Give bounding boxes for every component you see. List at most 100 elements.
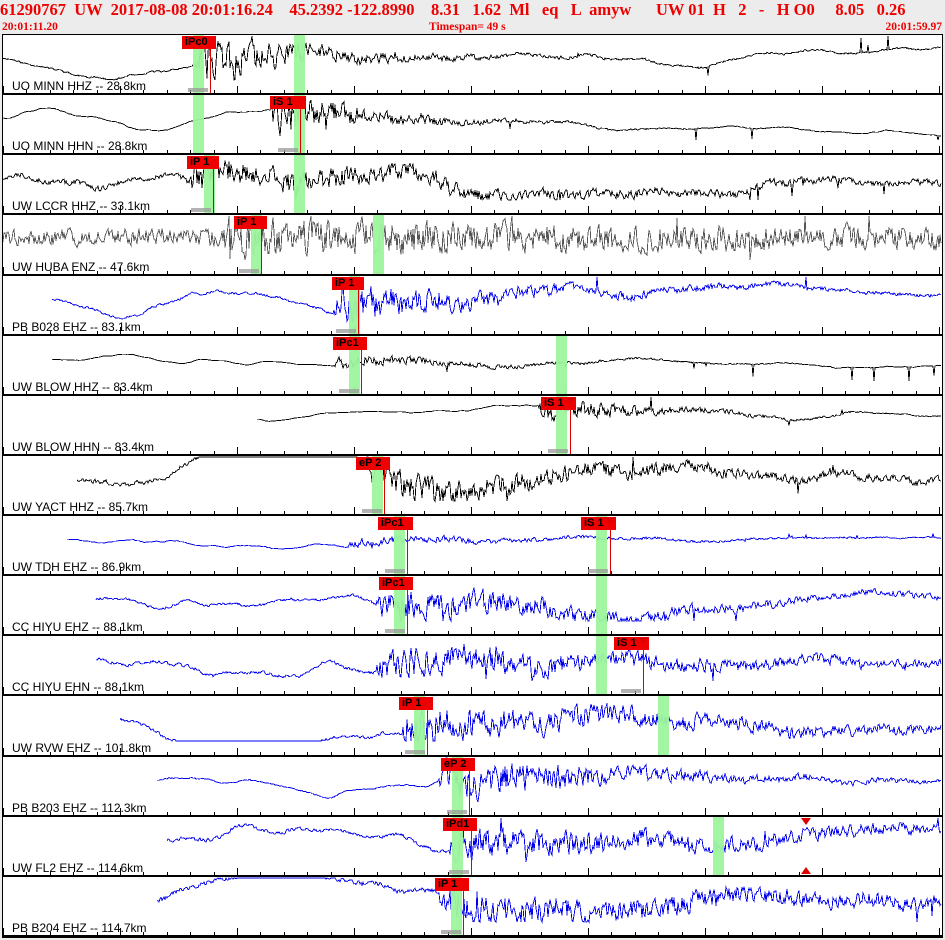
pick-uncertainty-band [596,576,607,635]
pick-uncertainty-band [713,816,724,875]
pick-uncertainty-band [556,395,567,454]
phase-pick-line[interactable] [358,276,359,334]
waveform-trace [3,159,942,202]
phase-pick-line[interactable] [261,216,262,274]
trace-row[interactable] [3,35,942,95]
phase-pick-label[interactable]: iPc1 [333,336,367,350]
trace-row[interactable] [3,336,942,396]
channel-label: UW FL2 EHZ -- 114.6km [12,860,144,875]
phase-pick-label[interactable]: iPc1 [378,517,413,531]
channel-label: UW YACT HHZ -- 85.7km [12,500,149,515]
phase-pick-line[interactable] [407,517,408,575]
trace-row[interactable] [3,396,942,456]
waveform-trace [66,532,942,550]
channel-label: UO MINN HHZ -- 28.8km [12,79,147,94]
pick-uncertainty-band [349,275,360,334]
waveform-trace [51,276,942,323]
phase-pick-line[interactable] [300,96,301,154]
phase-pick-label[interactable]: iP 1 [187,156,219,170]
trace-row[interactable] [3,876,942,937]
trace-row[interactable] [3,636,942,696]
pick-uncertainty-band [373,215,384,274]
pick-uncertainty-band [294,155,305,214]
phase-pick-label[interactable]: iP 1 [234,216,267,230]
trace-row[interactable] [3,95,942,155]
pick-uncertainty-band [596,636,607,695]
phase-pick-label[interactable]: eP 2 [441,757,475,771]
trace-row[interactable] [3,155,942,215]
pick-uncertainty-band [349,335,360,394]
phase-pick-line[interactable] [471,817,472,875]
pick-residual-bar [188,88,208,93]
waveform-trace [51,353,942,381]
phase-pick-label[interactable]: iP 1 [332,276,364,290]
phase-pick-line[interactable] [384,456,385,515]
phase-pick-line[interactable] [361,336,362,394]
row-separator [3,393,942,396]
phase-pick-line[interactable] [427,697,428,755]
channel-label: CC HIYU EHN -- 88.1km [12,680,145,695]
waveform-trace [156,757,941,802]
waveform-plot-area[interactable]: UO MINN HHZ -- 28.8km UO MINN HHN -- 28.8… [2,34,943,938]
pick-residual-bar [441,930,461,934]
time-header-row: 20:01:11.20 Timespan= 49 s 20:01:59.97 [0,20,945,34]
phase-pick-label[interactable]: iS 1 [270,96,306,110]
start-time-label: 20:01:11.20 [2,21,58,33]
phase-pick-label[interactable]: iPc0 [182,36,216,49]
phase-pick-label[interactable]: iPd1 [443,817,477,831]
waveform-trace [119,703,942,744]
trace-row[interactable] [3,215,942,275]
trace-row[interactable] [3,757,942,817]
channel-label: CC HIYU EHZ -- 88.1km [12,620,143,635]
trace-row[interactable] [3,276,942,336]
phase-pick-line[interactable] [570,396,571,454]
polarity-down-marker [605,517,615,525]
pick-uncertainty-band [372,455,383,515]
row-separator [3,213,942,216]
polarity-down-marker [565,396,575,404]
pick-residual-bar [191,208,211,213]
trace-row[interactable] [3,817,942,877]
pick-uncertainty-band [251,215,262,274]
phase-pick-line[interactable] [643,637,644,695]
pick-uncertainty-band [394,576,405,635]
trace-row[interactable] [3,456,942,516]
row-separator [3,935,942,937]
row-separator [3,93,942,96]
polarity-down-marker [801,817,811,825]
end-time-label: 20:01:59.97 [885,21,942,33]
row-separator [3,754,942,757]
phase-pick-label[interactable]: iP 1 [399,697,433,711]
phase-pick-label[interactable]: eP 2 [356,456,390,470]
phase-pick-line[interactable] [407,577,408,635]
event-header-line: 61290767 UW 2017-08-08 20:01:16.24 45.23… [0,0,906,19]
row-separator [3,874,942,877]
phase-pick-label[interactable]: iP 1 [435,877,469,891]
pick-residual-bar [239,268,259,273]
channel-label: UW HUBA ENZ -- 47.6km [12,259,150,274]
pick-residual-bar [362,509,382,514]
phase-pick-line[interactable] [210,36,211,94]
polarity-down-marker [638,637,648,645]
row-separator [3,814,942,817]
trace-row[interactable] [3,516,942,576]
waveform-trace [166,817,942,863]
phase-pick-line[interactable] [213,156,214,214]
channel-label: UO MINN HHN -- 28.8km [12,139,148,154]
waveform-trace [3,35,942,81]
pick-uncertainty-band [452,756,463,815]
phase-pick-line[interactable] [463,877,464,935]
phase-pick-line[interactable] [610,517,611,575]
channel-label: UW TDH EHZ -- 86.9km [12,560,142,575]
timespan-label: Timespan= 49 s [429,21,506,33]
trace-row[interactable] [3,696,942,756]
channel-label: UW RVW EHZ -- 101.8km [12,740,152,755]
phase-pick-label[interactable]: iPc1 [379,577,413,591]
pick-uncertainty-band [294,35,305,94]
phase-pick-line[interactable] [469,757,470,815]
row-separator [3,694,942,697]
channel-label: UW BLOW HHZ -- 83.4km [12,379,153,394]
channel-label: UW BLOW HHN -- 83.4km [12,439,155,454]
trace-row[interactable] [3,576,942,636]
